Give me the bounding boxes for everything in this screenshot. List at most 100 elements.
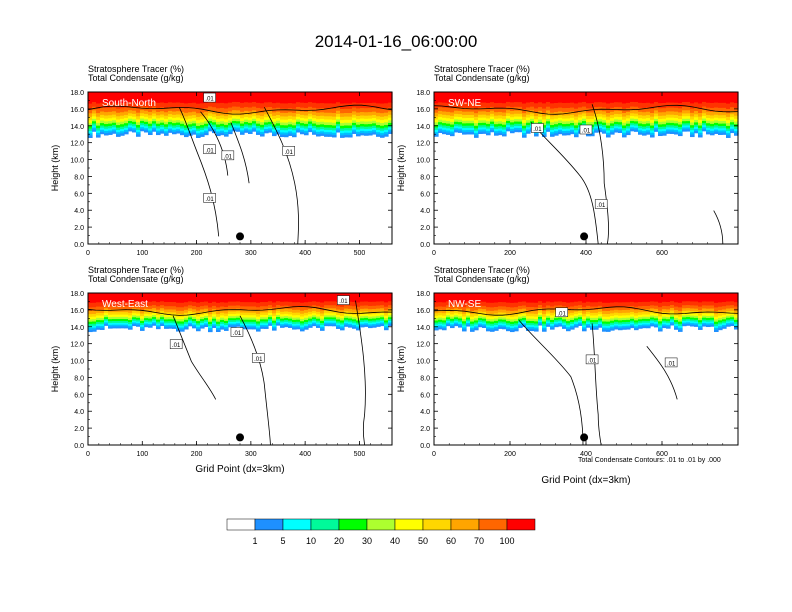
tracer-band-cell — [582, 123, 587, 126]
tracer-band-cell — [462, 128, 467, 131]
tracer-band-cell — [486, 112, 491, 116]
tracer-band-cell — [316, 320, 321, 323]
y-tick-label: 14.0 — [70, 124, 84, 131]
tracer-band-cell — [376, 313, 381, 317]
tracer-band-cell — [498, 128, 503, 132]
tracer-band-cell — [116, 122, 121, 126]
tracer-band-cell — [176, 124, 181, 128]
colorbar-swatch — [226, 518, 256, 531]
tracer-band-cell — [482, 92, 487, 103]
tracer-band-cell — [284, 320, 289, 323]
tracer-band-cell — [722, 309, 727, 313]
tracer-band-cell — [220, 128, 225, 132]
tracer-band-cell — [232, 92, 237, 103]
tracer-band-cell — [566, 123, 571, 127]
tracer-band-cell — [120, 126, 125, 130]
tracer-band-cell — [184, 127, 189, 131]
tracer-band-cell — [470, 293, 475, 304]
tracer-band-cell — [486, 123, 491, 127]
tracer-band-cell — [112, 129, 117, 132]
tracer-band-cell — [598, 320, 603, 323]
tracer-band-cell — [522, 305, 527, 310]
tracer-band-cell — [626, 312, 631, 316]
tracer-band-cell — [176, 111, 181, 115]
tracer-band-cell — [654, 118, 659, 122]
tracer-band-cell — [510, 307, 515, 312]
tracer-band-cell — [364, 301, 369, 306]
tracer-band-cell — [124, 129, 129, 133]
tracer-band-cell — [176, 325, 181, 328]
tracer-band-cell — [156, 302, 161, 307]
tracer-band-cell — [698, 320, 703, 323]
tracer-band-cell — [454, 130, 459, 133]
tracer-band-cell — [498, 314, 503, 318]
tracer-band-cell — [312, 315, 317, 318]
tracer-band-cell — [442, 328, 447, 331]
tracer-band-cell — [308, 121, 313, 125]
tracer-band-cell — [348, 305, 353, 310]
tracer-band-cell — [706, 321, 711, 324]
tracer-band-cell — [384, 112, 389, 117]
tracer-band-cell — [288, 131, 293, 134]
tracer-band-cell — [340, 116, 345, 121]
condensate-contour — [239, 315, 271, 446]
tracer-band-cell — [272, 322, 277, 326]
tracer-band-cell — [144, 119, 149, 123]
tracer-band-cell — [694, 308, 699, 312]
tracer-band-cell — [454, 319, 459, 322]
tracer-band-cell — [710, 108, 715, 113]
tracer-band-cell — [666, 114, 671, 118]
tracer-band-cell — [304, 306, 309, 311]
tracer-band-cell — [152, 110, 157, 114]
tracer-band-cell — [376, 116, 381, 120]
tracer-band-cell — [666, 314, 671, 318]
tracer-band-cell — [128, 113, 133, 117]
tracer-band-cell — [534, 112, 539, 117]
tracer-band-cell — [140, 116, 145, 119]
tracer-band-cell — [510, 319, 515, 323]
tracer-band-cell — [558, 324, 563, 327]
tracer-band-cell — [288, 118, 293, 123]
tracer-band-cell — [694, 124, 699, 128]
contour-label-box — [203, 144, 216, 155]
tracer-band-cell — [216, 112, 221, 117]
tracer-band-cell — [702, 324, 707, 327]
tracer-band-cell — [296, 321, 301, 325]
tracer-band-cell — [224, 129, 229, 133]
tracer-band-cell — [510, 122, 515, 126]
tracer-band-cell — [622, 322, 627, 325]
tracer-band-cell — [682, 121, 687, 124]
tracer-band-cell — [494, 121, 499, 125]
tracer-band-cell — [368, 293, 373, 303]
tracer-band-cell — [188, 301, 193, 306]
tracer-band-cell — [486, 108, 491, 113]
tracer-band-cell — [364, 133, 369, 136]
tracer-band-cell — [88, 125, 93, 129]
tracer-band-cell — [618, 320, 623, 323]
tracer-band-cell — [172, 114, 177, 119]
tracer-band-cell — [156, 130, 161, 134]
tracer-band-cell — [650, 92, 655, 104]
tracer-band-cell — [212, 320, 217, 323]
condensate-contour — [646, 345, 678, 400]
contour-label-box — [251, 353, 265, 363]
tracer-band-cell — [148, 111, 153, 116]
tracer-band-cell — [164, 118, 169, 123]
tracer-band-cell — [510, 126, 515, 130]
tracer-band-cell — [438, 128, 443, 132]
tracer-band-cell — [272, 320, 277, 324]
tracer-band-cell — [368, 126, 373, 130]
tracer-band-cell — [136, 119, 141, 123]
tracer-band-cell — [498, 326, 503, 329]
tracer-band-cell — [108, 312, 113, 316]
tracer-band-cell — [172, 107, 177, 112]
tracer-band-cell — [482, 125, 487, 128]
tracer-band-cell — [702, 293, 707, 302]
y-tick-label: 14.0 — [416, 325, 430, 332]
tracer-band-cell — [578, 301, 583, 306]
tracer-band-cell — [88, 326, 93, 329]
tracer-band-cell — [598, 316, 603, 319]
tracer-band-cell — [494, 293, 499, 303]
tracer-band-cell — [494, 128, 499, 132]
